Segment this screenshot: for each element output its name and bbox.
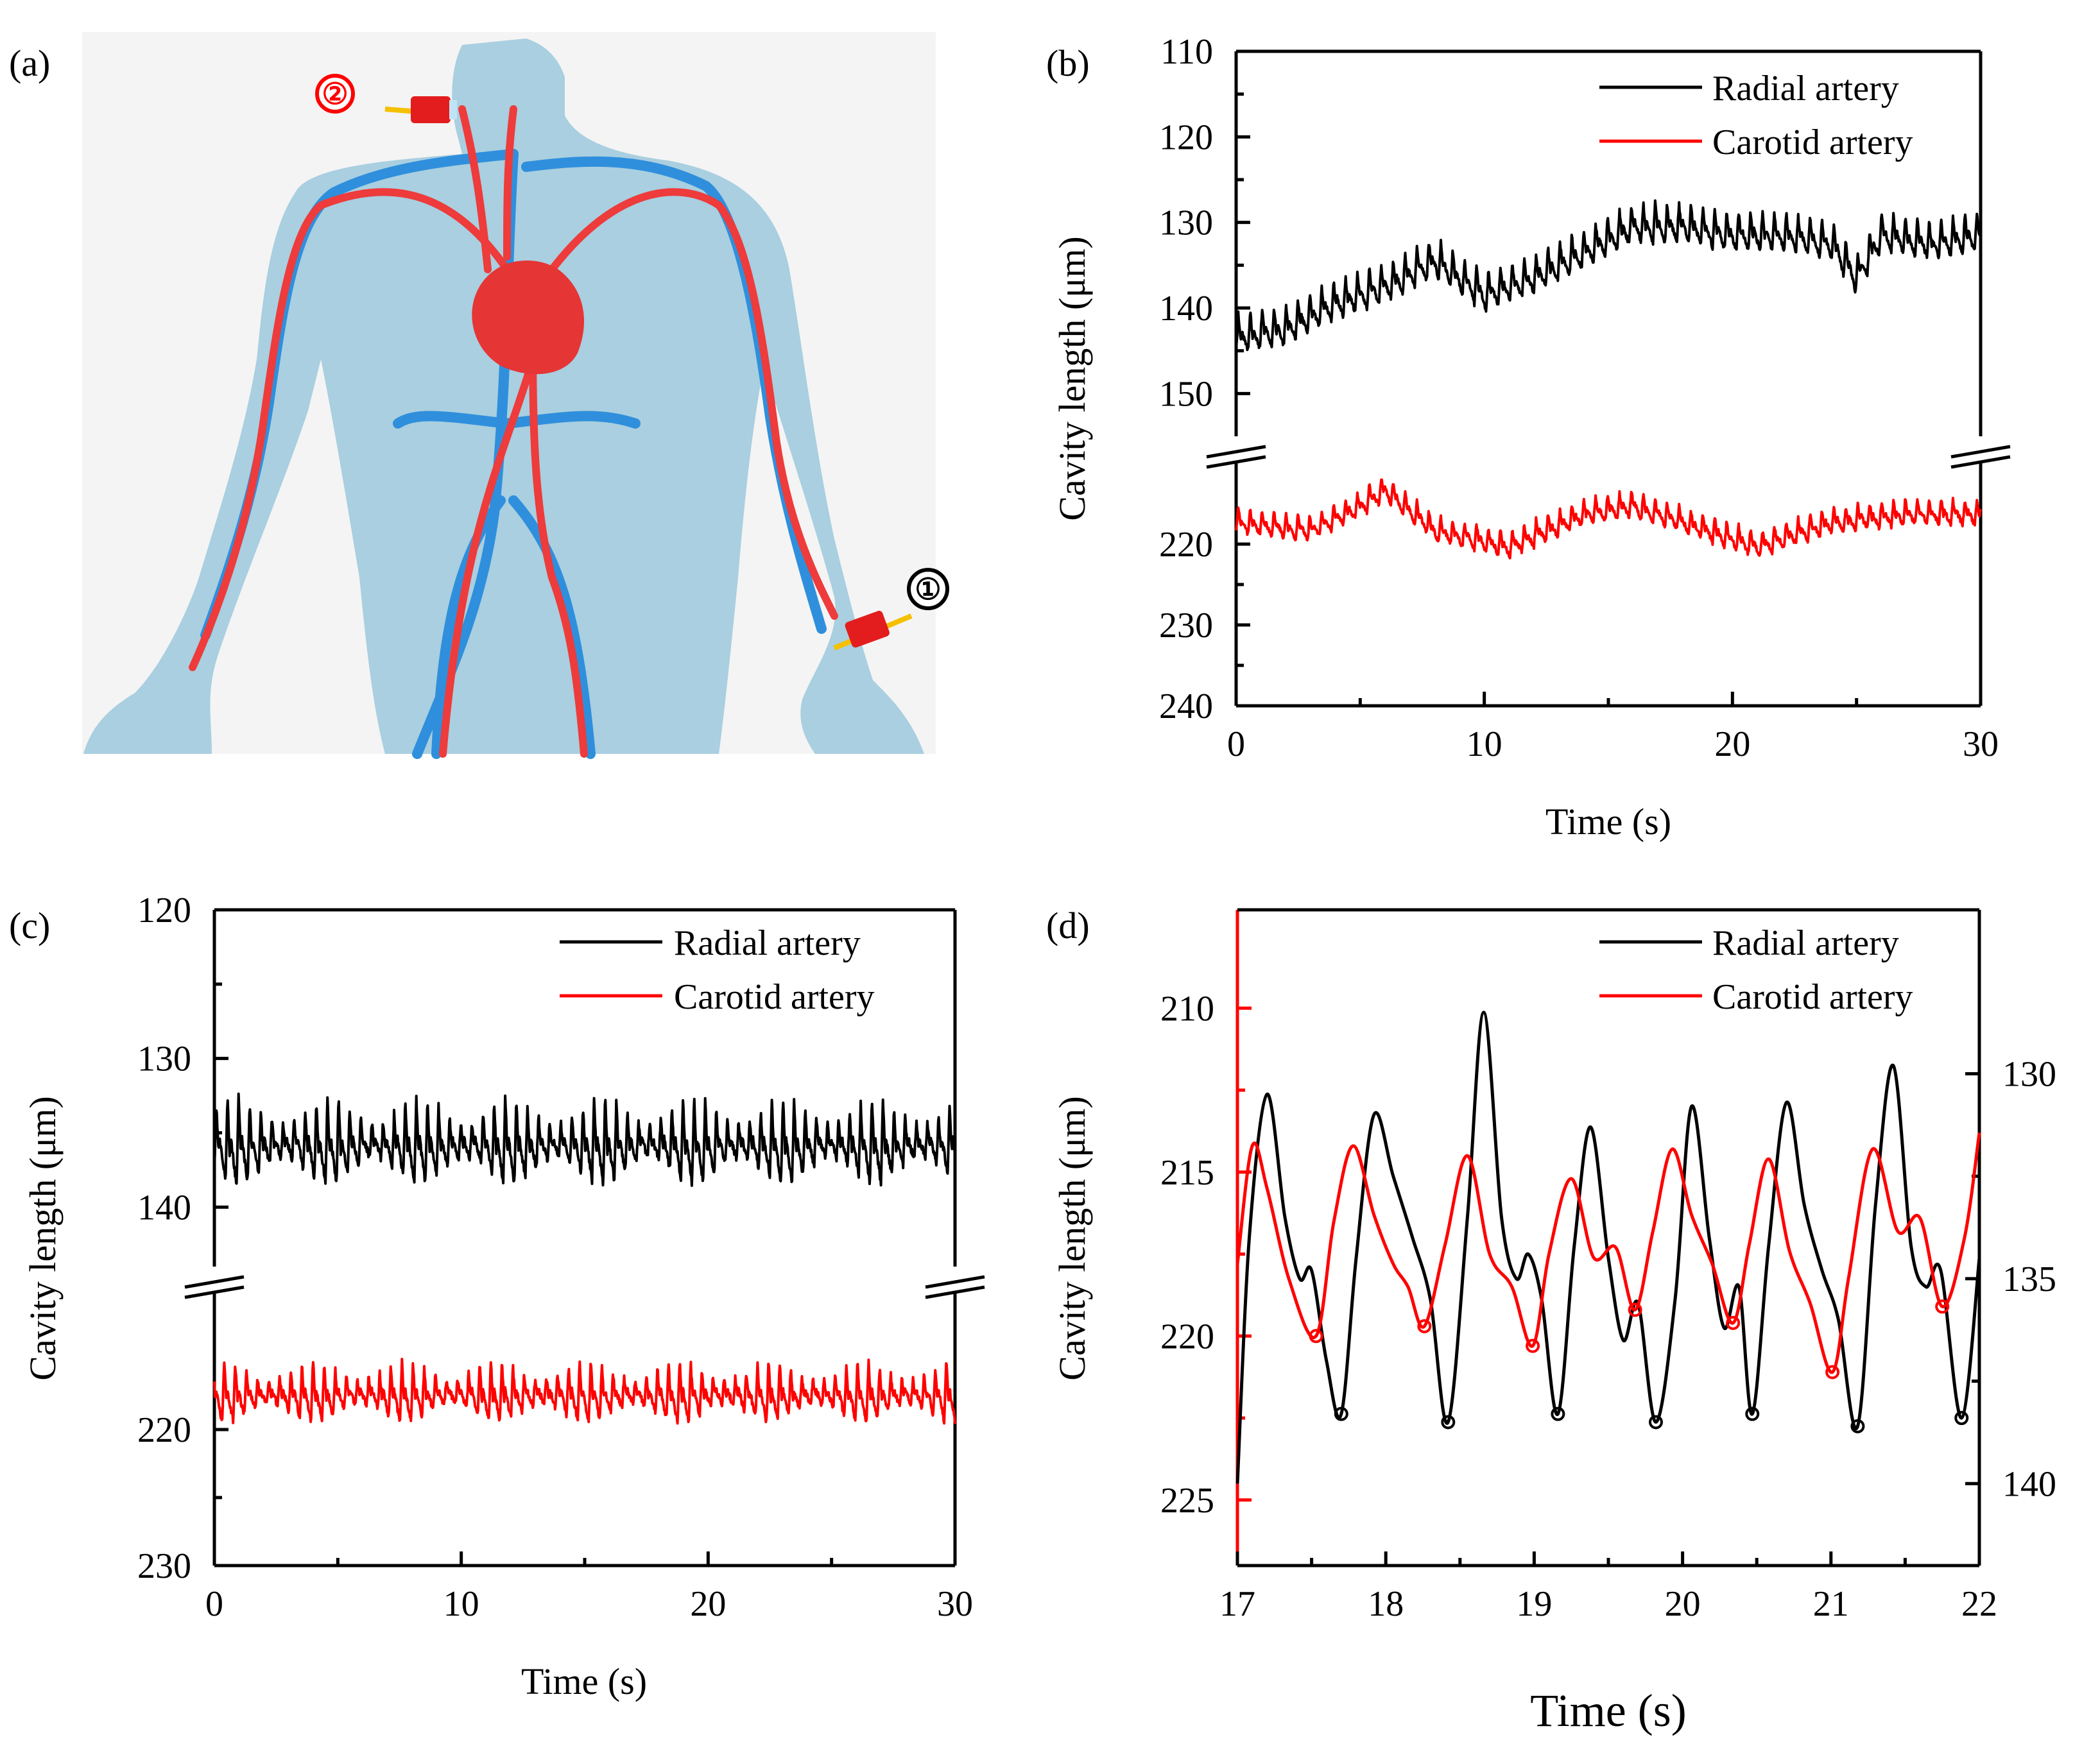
- c-legend: Radial artery Carotid artery: [560, 923, 875, 1017]
- d-trough-carotid-3: [1628, 1303, 1642, 1317]
- b-ytick-label-up-3: 140: [1159, 289, 1213, 329]
- c-xtick-label-0: 0: [205, 1584, 223, 1624]
- d-series-radial: [1235, 1011, 1981, 1484]
- d-right-ytick-label-1: 135: [2002, 1260, 2056, 1299]
- b-break-right: [1950, 445, 2011, 469]
- panel-label-a: (a): [9, 42, 50, 84]
- d-lines: [1235, 1011, 1981, 1484]
- d-trough-radial-0: [1334, 1406, 1348, 1421]
- d-left-ytick-label-3: 225: [1160, 1481, 1214, 1521]
- panel-label-c: (c): [9, 905, 50, 946]
- b-ytick-label-up-0: 110: [1160, 32, 1213, 72]
- c-lines: [213, 1092, 956, 1425]
- d-right-ytick-label-0: 130: [2002, 1055, 2056, 1095]
- b-series-radial: [1235, 199, 1982, 352]
- b-ytick-label-lo-1: 230: [1159, 606, 1213, 645]
- panel-d-chart: (d) 210 215 220 225 130 135 140 17 18 19 20 21 22 Ra…: [1046, 905, 2056, 1736]
- d-legend-radial: Radial artery: [1712, 923, 1899, 963]
- b-xtick-label-3: 30: [1963, 724, 1999, 764]
- d-trough-carotid-2: [1526, 1338, 1540, 1353]
- d-left-ytick-label-1: 215: [1160, 1153, 1214, 1193]
- d-x-title: Time (s): [1530, 1685, 1686, 1736]
- d-series-carotid: [1235, 1132, 1981, 1374]
- sensor-2: ②: [315, 74, 457, 123]
- d-trough-carotid-4: [1726, 1315, 1741, 1330]
- marker-2-label: ②: [322, 77, 348, 110]
- panel-c-chart: (c) 120 130 140 220 230 0 10 20 30 Radial artery…: [9, 891, 985, 1702]
- c-ytick-label-up-0: 120: [137, 891, 191, 930]
- b-xtick-label-0: 0: [1227, 724, 1245, 764]
- c-ytick-label-up-1: 130: [137, 1039, 191, 1079]
- panel-a-illustration: (a) ②: [9, 32, 949, 759]
- d-trough-radial-1: [1441, 1415, 1456, 1430]
- c-ticks: 120 130 140 220 230 0 10 20 30: [137, 891, 973, 1624]
- b-break-left: [1206, 445, 1266, 469]
- c-xtick-label-2: 20: [690, 1584, 726, 1624]
- heart: [472, 261, 584, 375]
- c-break-left: [184, 1275, 245, 1299]
- d-trough-carotid-6: [1935, 1299, 1950, 1314]
- d-trough-carotid-5: [1825, 1365, 1840, 1379]
- b-legend-radial: Radial artery: [1712, 69, 1899, 108]
- c-xtick-label-1: 10: [443, 1584, 479, 1624]
- d-trough-radial-5: [1850, 1419, 1865, 1433]
- d-xtick-label-0: 17: [1219, 1584, 1255, 1624]
- sensor-1: ①: [833, 568, 949, 651]
- d-left-ytick-label-0: 210: [1160, 989, 1214, 1029]
- b-legend: Radial artery Carotid artery: [1599, 69, 1913, 162]
- b-y-title: Cavity length (μm): [1051, 236, 1093, 520]
- d-ticks: 210 215 220 225 130 135 140 17 18 19 20 21 22: [1160, 989, 2056, 1624]
- c-series-radial: [213, 1092, 956, 1187]
- b-lines: [1235, 199, 1982, 559]
- d-right-ytick-label-2: 140: [2002, 1464, 2056, 1504]
- d-xtick-label-2: 19: [1516, 1584, 1552, 1624]
- d-xtick-label-4: 21: [1813, 1584, 1849, 1624]
- c-xtick-label-3: 30: [937, 1584, 973, 1624]
- marker-1-label: ①: [915, 572, 941, 606]
- b-series-carotid: [1235, 478, 1982, 559]
- d-y-title: Cavity length (μm): [1051, 1096, 1093, 1380]
- d-trough-carotid-1: [1417, 1319, 1432, 1333]
- c-y-title: Cavity length (μm): [22, 1096, 64, 1380]
- d-trough-radial-2: [1551, 1406, 1565, 1421]
- b-x-title: Time (s): [1545, 801, 1671, 842]
- d-xtick-label-3: 20: [1665, 1584, 1701, 1624]
- b-ticks: 110 120 130 140 150 220 230 240 0 10 20 30: [1159, 32, 1999, 764]
- b-ytick-label-lo-0: 220: [1159, 525, 1213, 565]
- c-legend-radial: Radial artery: [674, 923, 861, 963]
- b-ytick-label-up-1: 120: [1159, 117, 1213, 157]
- arteries: [189, 105, 838, 758]
- b-legend-carotid: Carotid artery: [1712, 123, 1913, 162]
- panel-label-d: (d): [1046, 905, 1090, 946]
- d-left-ytick-label-2: 220: [1160, 1317, 1214, 1356]
- panel-label-b: (b): [1046, 42, 1090, 84]
- c-ytick-label-up-2: 140: [137, 1188, 191, 1227]
- d-trough-radial-4: [1745, 1406, 1760, 1421]
- b-ytick-label-up-4: 150: [1159, 374, 1213, 414]
- c-x-title: Time (s): [521, 1661, 647, 1702]
- d-legend-carotid: Carotid artery: [1712, 977, 1913, 1017]
- c-break-right: [925, 1275, 985, 1299]
- c-ytick-label-lo-0: 220: [137, 1410, 191, 1450]
- b-xtick-label-1: 10: [1467, 724, 1502, 764]
- d-xtick-label-5: 22: [1961, 1584, 1997, 1624]
- d-legend: Radial artery Carotid artery: [1599, 923, 1913, 1017]
- d-trough-radial-3: [1648, 1415, 1663, 1430]
- d-xtick-label-1: 18: [1368, 1584, 1404, 1624]
- panel-b-chart: (b) 110 120 130 140 150 220 230 240 0 10 20 30 Radi…: [1046, 32, 2011, 842]
- d-trough-radial-6: [1954, 1411, 1969, 1426]
- b-xtick-label-2: 20: [1714, 724, 1750, 764]
- b-ytick-label-lo-2: 240: [1159, 687, 1213, 726]
- b-ytick-label-up-2: 130: [1159, 203, 1213, 243]
- c-ytick-label-lo-1: 230: [137, 1546, 191, 1586]
- c-series-carotid: [213, 1358, 956, 1425]
- d-trough-carotid-0: [1309, 1329, 1323, 1344]
- c-legend-carotid: Carotid artery: [674, 977, 875, 1017]
